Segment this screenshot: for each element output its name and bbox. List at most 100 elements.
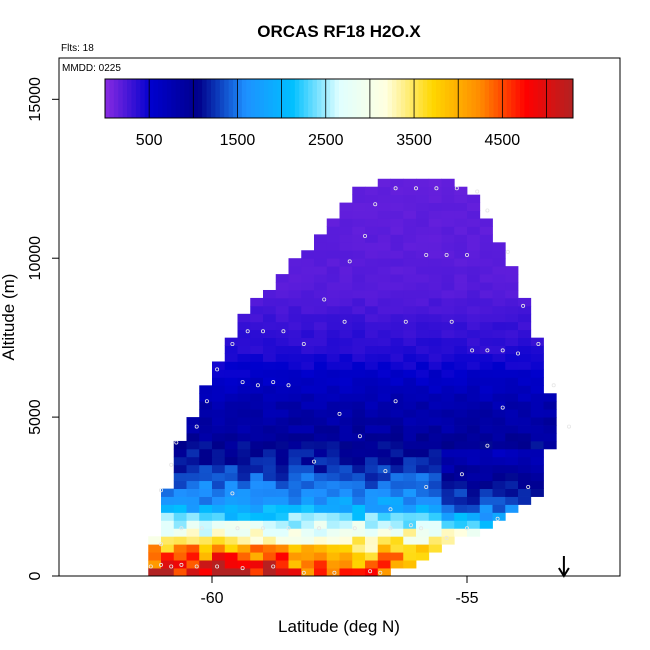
heatmap-cell <box>467 321 481 331</box>
track-point <box>393 186 398 191</box>
heatmap-cell <box>492 480 506 489</box>
heatmap-cell <box>416 178 430 188</box>
heatmap-cell <box>199 448 213 458</box>
heatmap-cell <box>250 512 264 521</box>
heatmap-cell <box>492 488 506 497</box>
heatmap-cell <box>224 456 238 466</box>
heatmap-cell <box>377 210 391 219</box>
heatmap-cell <box>339 504 353 513</box>
heatmap-cell <box>428 274 442 283</box>
heatmap-cell <box>263 401 277 410</box>
heatmap-cell <box>441 480 455 489</box>
heatmap-cell <box>403 401 417 410</box>
heatmap-cell <box>454 488 468 497</box>
heatmap-cell <box>288 289 302 299</box>
heatmap-cell <box>505 401 519 410</box>
heatmap-cell <box>492 401 506 410</box>
heatmap-cell <box>530 425 544 434</box>
heatmap-cell <box>301 464 315 474</box>
heatmap-cell <box>237 401 251 410</box>
heatmap-cell <box>339 409 353 418</box>
heatmap-cell <box>352 512 366 521</box>
heatmap-cell <box>441 337 455 346</box>
colorbar-segment <box>506 79 512 118</box>
heatmap-cell <box>543 425 557 434</box>
heatmap-cell <box>428 544 442 553</box>
heatmap-cell <box>479 401 493 410</box>
heatmap-cell <box>326 401 340 410</box>
heatmap-cell <box>416 472 430 482</box>
heatmap-cell <box>199 480 213 489</box>
heatmap-cell <box>441 472 455 482</box>
heatmap-cell <box>365 544 379 553</box>
heatmap-cell <box>518 432 532 442</box>
heatmap-cell <box>314 448 328 458</box>
x-tick-label: -60 <box>200 590 223 607</box>
heatmap-cell <box>479 472 493 482</box>
heatmap-cell <box>212 440 226 450</box>
heatmap-cell <box>314 393 328 402</box>
colorbar-segment <box>414 79 419 118</box>
heatmap-cell <box>212 377 226 386</box>
heatmap-cell <box>352 186 366 196</box>
track-point <box>158 488 163 493</box>
heatmap-cell <box>352 448 366 458</box>
heatmap-cell <box>505 329 519 339</box>
heatmap-cell <box>492 345 506 354</box>
heatmap-cell <box>212 472 226 482</box>
heatmap-cell <box>199 536 213 545</box>
heatmap-cell <box>441 258 455 267</box>
heatmap-cell <box>441 440 455 450</box>
heatmap-cell <box>339 337 353 346</box>
heatmap-cell <box>390 186 404 196</box>
track-point <box>373 202 378 207</box>
heatmap-cell <box>403 353 417 362</box>
heatmap-cell <box>403 202 417 211</box>
heatmap-cell <box>224 496 238 505</box>
heatmap-cell <box>454 234 468 243</box>
colorbar-segment <box>356 79 362 118</box>
heatmap-cell <box>326 425 340 434</box>
track-point <box>516 351 521 356</box>
colorbar-segment <box>180 79 185 118</box>
heatmap-cell <box>339 536 353 545</box>
heatmap-cell <box>428 242 442 251</box>
track-point <box>470 348 475 353</box>
heatmap-cell <box>377 512 391 521</box>
heatmap-cell <box>186 480 200 489</box>
heatmap-cell <box>326 560 340 569</box>
colorbar-segment <box>475 79 481 118</box>
colorbar-segment <box>484 79 490 118</box>
heatmap-cell <box>301 560 315 569</box>
heatmap-cell <box>365 321 379 331</box>
heatmap-cell <box>492 250 506 259</box>
colorbar-segment <box>347 79 353 118</box>
colorbar-segment <box>118 79 124 118</box>
colorbar-segment <box>175 79 181 118</box>
heatmap-cell <box>492 353 506 362</box>
heatmap-cell <box>339 401 353 410</box>
heatmap-cell <box>199 456 213 466</box>
heatmap-cell <box>428 337 442 346</box>
heatmap-cell <box>275 369 289 378</box>
heatmap-cell <box>250 337 264 346</box>
heatmap-cell <box>301 568 315 577</box>
heatmap-cell <box>250 321 264 331</box>
heatmap-cell <box>237 425 251 434</box>
heatmap-cell <box>390 409 404 418</box>
heatmap-cell <box>365 472 379 482</box>
heatmap-cell <box>377 488 391 497</box>
heatmap-cell <box>173 488 187 497</box>
heatmap-cell <box>467 504 481 513</box>
track-point <box>444 252 449 257</box>
heatmap-cell <box>492 337 506 346</box>
heatmap-cell <box>250 496 264 505</box>
heatmap-cell <box>365 385 379 394</box>
heatmap-cell <box>263 464 277 474</box>
heatmap-cell <box>467 488 481 497</box>
heatmap-cell <box>505 504 519 513</box>
heatmap-cell <box>326 377 340 386</box>
heatmap-cell <box>275 353 289 362</box>
heatmap-cell <box>479 321 493 331</box>
heatmap-cell <box>441 353 455 362</box>
